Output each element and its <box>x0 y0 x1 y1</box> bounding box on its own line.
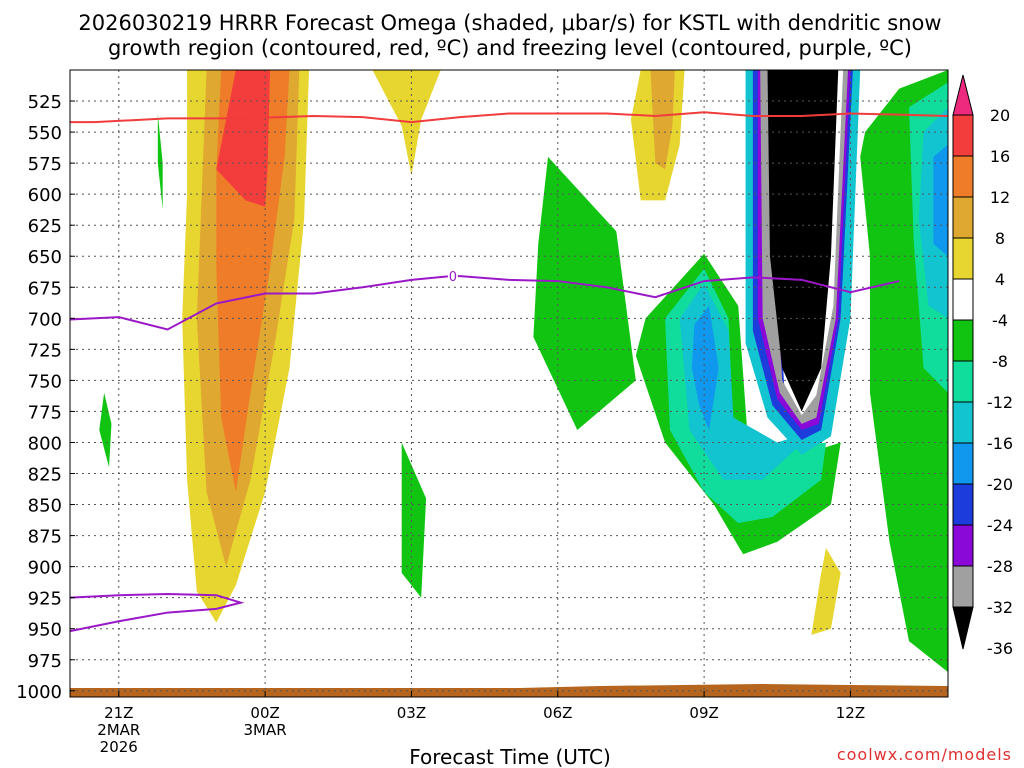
y-tick-label: 575 <box>28 154 62 175</box>
colorbar-swatch <box>952 524 974 567</box>
colorbar-label: 16 <box>990 147 1010 166</box>
x-tick-label: 06Z <box>543 704 572 722</box>
colorbar-swatch <box>952 196 974 239</box>
x-axis-label: Forecast Time (UTC) <box>409 745 611 768</box>
dendritic-growth-contour <box>70 111 948 124</box>
colorbar-swatch <box>952 278 974 321</box>
omega-colorbar: 20 16 12 8 4 -4 -8 -12 -16 -20 -24 -28 -32 -36 <box>952 74 1013 658</box>
temperature-contours: 0 <box>70 111 948 633</box>
colorbar-label: -24 <box>987 516 1013 535</box>
freezing-level-contour-2 <box>70 592 245 633</box>
colorbar-label: -32 <box>987 598 1013 617</box>
y-tick-label: 725 <box>28 340 62 361</box>
colorbar-swatch <box>952 360 974 403</box>
omega-region--4-10 <box>533 156 636 431</box>
colorbar-cap-top <box>952 74 974 116</box>
y-tick-label: 875 <box>28 527 62 548</box>
omega-region-8-6 <box>650 70 675 170</box>
x-tick-label: 00Z <box>250 704 279 722</box>
omega-region--36-24 <box>767 70 839 412</box>
pressure-axis: 525 550 575 600 625 650 675 700 725 750 775 800 825 8… <box>16 92 75 703</box>
colorbar-label: -8 <box>992 352 1008 371</box>
y-tick-label: 850 <box>28 496 62 517</box>
omega-region--4-9 <box>99 392 112 468</box>
colorbar-label: -20 <box>987 475 1013 494</box>
omega-region--4-11 <box>401 442 427 598</box>
y-tick-label: 675 <box>28 278 62 299</box>
omega-region--4-8 <box>157 113 163 210</box>
y-tick-label: 800 <box>28 433 62 454</box>
x-tick-label: 2MAR <box>97 721 140 739</box>
colorbar-swatch <box>952 483 974 526</box>
colorbar-cap-bottom <box>952 606 974 650</box>
colorbar-label: -12 <box>987 393 1013 412</box>
y-tick-label: 525 <box>28 92 62 113</box>
colorbar-swatch <box>952 401 974 444</box>
contour-label-bg <box>447 269 458 284</box>
y-tick-label: 600 <box>28 185 62 206</box>
y-tick-label: 775 <box>28 402 62 423</box>
colorbar-label: 8 <box>995 229 1005 248</box>
x-tick-label: 09Z <box>689 704 718 722</box>
omega-region--12-16 <box>679 283 817 480</box>
colorbar-label: -4 <box>992 311 1008 330</box>
colorbar-swatch <box>952 442 974 485</box>
y-tick-label: 700 <box>28 309 62 330</box>
y-tick-label: 750 <box>28 371 62 392</box>
x-tick-label: 3MAR <box>244 721 287 739</box>
x-tick-label: 03Z <box>397 704 426 722</box>
y-tick-label: 925 <box>28 589 62 610</box>
colorbar-swatch <box>952 114 974 157</box>
colorbar-label: -28 <box>987 557 1013 576</box>
colorbar-swatch <box>952 155 974 198</box>
colorbar-label: 20 <box>990 106 1010 125</box>
y-tick-label: 975 <box>28 651 62 672</box>
y-tick-label: 550 <box>28 123 62 144</box>
chart-gridlines <box>70 70 948 697</box>
y-tick-label: 950 <box>28 620 62 641</box>
omega-shaded-regions <box>99 70 948 673</box>
omega-region-16-3 <box>216 70 270 207</box>
omega-region-4-4 <box>372 70 441 176</box>
colorbar-label: -36 <box>987 639 1013 658</box>
x-tick-label: 2026 <box>100 738 138 756</box>
y-tick-label: 900 <box>28 558 62 579</box>
colorbar-swatch <box>952 565 974 608</box>
colorbar-label: -16 <box>987 434 1013 453</box>
colorbar-swatch <box>952 319 974 362</box>
y-tick-label: 1000 <box>16 682 62 703</box>
chart-title-line-2: growth region (contoured, red, ºC) and f… <box>108 36 912 60</box>
contour-label: 0 <box>449 270 457 285</box>
freezing-level-contour-1 <box>70 275 900 331</box>
y-tick-label: 625 <box>28 216 62 237</box>
colorbar-swatch <box>952 237 974 280</box>
omega-region--16-19 <box>933 144 948 257</box>
colorbar-label: 12 <box>990 188 1010 207</box>
omega-region-4-7 <box>811 548 841 635</box>
plot-frame <box>69 69 949 698</box>
chart-title-line-1: 2026030219 HRRR Forecast Omega (shaded, … <box>78 11 941 35</box>
x-tick-label: 12Z <box>836 704 865 722</box>
y-tick-label: 825 <box>28 465 62 486</box>
omega-region--16-18 <box>691 305 719 431</box>
credit-link[interactable]: coolwx.com/models <box>837 745 1012 764</box>
colorbar-label: 4 <box>995 270 1005 289</box>
y-tick-label: 650 <box>28 247 62 268</box>
x-tick-label: 21Z <box>104 704 133 722</box>
